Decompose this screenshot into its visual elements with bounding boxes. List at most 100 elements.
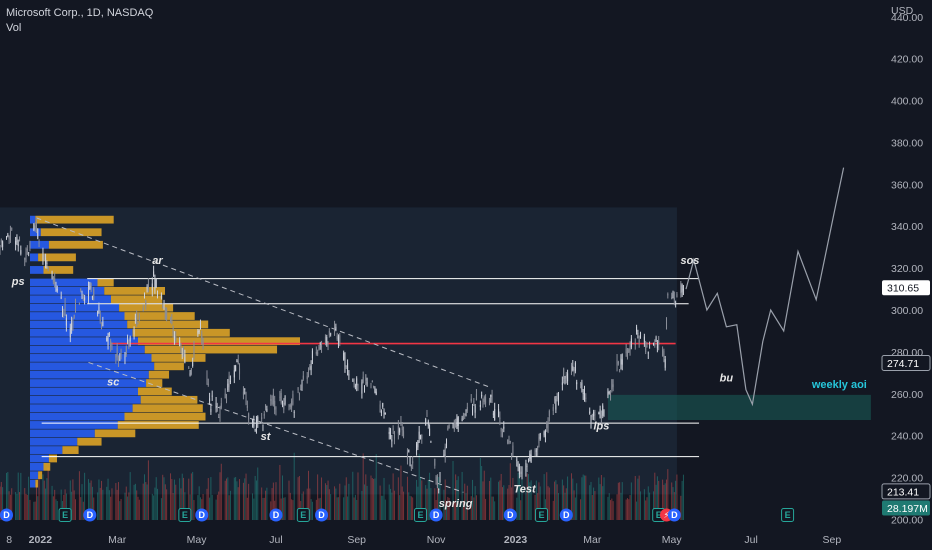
volume-bar [188, 478, 190, 520]
volume-bar [25, 493, 27, 520]
candle-body [309, 366, 311, 370]
volume-bar [511, 487, 513, 520]
candle-body [384, 412, 386, 415]
candle-body [279, 396, 281, 398]
volume-bar [456, 480, 458, 520]
candle-body [580, 383, 582, 385]
candle-body [403, 431, 405, 437]
candle-body [151, 283, 153, 291]
volume-bar [302, 491, 304, 520]
dividend-marker[interactable] [195, 508, 209, 522]
volume-bar [101, 480, 103, 520]
earnings-marker[interactable] [58, 508, 72, 522]
volume-bar [572, 478, 574, 520]
candle-body [164, 309, 166, 320]
candle-body [666, 321, 668, 329]
candle-body [72, 320, 74, 326]
candle-body [466, 407, 468, 411]
volume-bar [573, 490, 575, 520]
volume-bar [602, 486, 604, 520]
volume-bar [565, 488, 567, 520]
profile-bar-up [30, 362, 155, 371]
candle-body [54, 278, 56, 284]
dividend-marker[interactable] [429, 508, 443, 522]
volume-bar [281, 475, 283, 520]
candle-body [115, 354, 117, 358]
candle-body [573, 369, 575, 371]
volume-bar [580, 499, 582, 520]
candle-body [6, 236, 8, 238]
candle-body [430, 441, 432, 443]
volume-bar [555, 480, 557, 520]
profile-bar-down [43, 266, 74, 274]
profile-bar-up [30, 471, 39, 480]
volume-bar [464, 483, 466, 520]
dividend-marker[interactable] [667, 508, 681, 522]
candle-body [183, 347, 185, 358]
profile-bar-up [30, 462, 44, 471]
volume-bar [24, 488, 26, 520]
volume-bar [343, 497, 345, 520]
profile-bar-up [30, 215, 36, 224]
profile-bar-up [30, 446, 63, 454]
volume-bar [72, 479, 74, 520]
candle-body [160, 294, 162, 298]
dividend-marker[interactable] [559, 508, 573, 522]
profile-bar-up [30, 479, 36, 488]
channel-lines[interactable] [36, 217, 491, 493]
candle-body [206, 376, 208, 380]
earnings-marker[interactable] [178, 508, 192, 522]
annotation-label: lps [593, 420, 609, 432]
profile-bar-down [154, 362, 184, 371]
volume-bar [227, 477, 229, 520]
volume-bar [138, 499, 140, 520]
dividend-marker[interactable] [0, 508, 14, 522]
projection-path[interactable] [685, 167, 845, 407]
candle-body [93, 289, 95, 300]
projection-line[interactable] [685, 167, 845, 407]
horizontal-levels[interactable] [41, 278, 700, 458]
volume-bar [594, 491, 596, 520]
time-axis[interactable]: 8 2022 Mar May Jul Sep Nov 2023 Mar May Jul Sep [6, 534, 841, 546]
volume-bar [311, 501, 313, 520]
volume-bar [593, 487, 595, 520]
volume-bar [321, 477, 323, 520]
candle-body [554, 398, 556, 401]
candle-body [55, 287, 57, 289]
volume-bar [481, 465, 483, 520]
volume-bar [198, 486, 200, 520]
candle-body [227, 383, 229, 391]
volume-bar [501, 487, 503, 520]
earnings-marker[interactable] [296, 508, 310, 522]
earnings-marker[interactable] [781, 508, 795, 522]
volume-bar [246, 497, 248, 520]
annotation-label: bu [720, 372, 734, 384]
candle-body [263, 414, 265, 416]
channel-line[interactable] [88, 361, 464, 493]
price-tag [881, 355, 931, 372]
volume-bar [56, 501, 58, 520]
candle-body [380, 411, 382, 414]
volume-bar [675, 480, 677, 520]
earnings-marker[interactable] [413, 508, 427, 522]
candle-body [226, 393, 228, 403]
candle-body [255, 419, 257, 429]
volume-bar [54, 489, 56, 520]
candle-body [353, 379, 355, 385]
dividend-marker[interactable] [503, 508, 517, 522]
dividend-marker[interactable] [83, 508, 97, 522]
earnings-marker[interactable] [535, 508, 549, 522]
candle-body [99, 314, 101, 322]
annotation-label: sc [107, 376, 119, 388]
aoi-box[interactable] [607, 394, 871, 421]
candle-body [51, 271, 53, 279]
dividend-marker[interactable] [315, 508, 329, 522]
volume-bar [242, 482, 244, 520]
candle-body [326, 337, 328, 344]
candles [0, 217, 684, 494]
candle-body [427, 421, 429, 426]
dividend-marker[interactable] [269, 508, 283, 522]
event-markers[interactable]: D E D E D D E D E D D E D E ⚡ D E [0, 508, 795, 522]
